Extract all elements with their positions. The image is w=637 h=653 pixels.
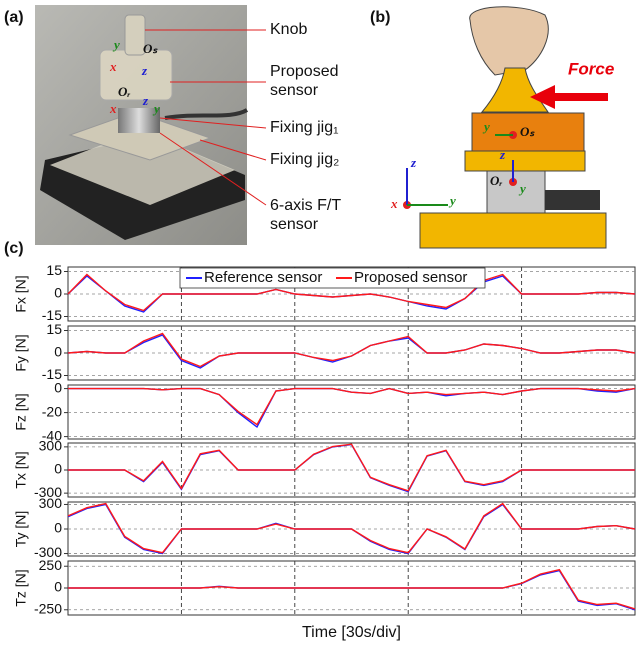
x-axis-label: Time [30s/div] — [302, 624, 401, 641]
panel-label: (c) — [4, 240, 24, 257]
frame-label: y — [518, 181, 526, 196]
legend-label: Proposed sensor — [354, 269, 467, 286]
y-tick-label: -20 — [42, 403, 62, 419]
y-tick-label: 15 — [46, 321, 62, 337]
y-axis-label: Tx [N] — [13, 451, 29, 488]
frame-label: y — [152, 101, 160, 116]
frame-label: x — [109, 101, 117, 116]
force-label: Force — [568, 59, 614, 78]
figure: (a) Knob Proposed sensor Fixing jig₁ Fix… — [0, 0, 637, 648]
base — [420, 213, 606, 248]
callout: Knob — [270, 21, 307, 38]
frame-label: Oₛ — [143, 41, 158, 56]
y-tick-label: 0 — [54, 520, 62, 536]
frame-label: x — [109, 59, 117, 74]
frame-label: z — [142, 93, 149, 108]
frame-label: y — [482, 119, 490, 134]
jig — [465, 151, 585, 171]
callout: Fixing jig₂ — [270, 151, 339, 168]
y-axis-label: Fz [N] — [13, 393, 29, 430]
callout: Fixing jig₁ — [270, 119, 339, 136]
y-tick-label: 300 — [39, 438, 63, 454]
frame-label: Oₛ — [520, 124, 535, 139]
y-tick-label: 0 — [54, 461, 62, 477]
y-tick-label: 15 — [46, 262, 62, 278]
frame-label: z — [499, 147, 506, 162]
callout: Proposed — [270, 63, 339, 80]
frame-label: y — [112, 37, 120, 52]
knob — [482, 68, 548, 112]
panel-a: (a) Knob Proposed sensor Fixing jig₁ Fix… — [4, 5, 341, 245]
y-tick-label: 0 — [54, 379, 62, 395]
frame-label: x — [390, 196, 398, 211]
connector — [545, 190, 600, 210]
panel-label: (a) — [4, 9, 24, 26]
frame-label: z — [141, 63, 148, 78]
y-tick-label: -250 — [34, 600, 62, 616]
panel-label: (b) — [370, 9, 390, 26]
y-tick-label: 250 — [39, 557, 63, 573]
callout: sensor — [270, 82, 319, 99]
y-tick-label: 300 — [39, 495, 63, 511]
y-tick-label: 0 — [54, 344, 62, 360]
frame-label: y — [448, 193, 456, 208]
y-axis-label: Fx [N] — [13, 275, 29, 312]
frame-label: z — [410, 155, 417, 170]
y-tick-label: 0 — [54, 285, 62, 301]
panel-b: (b) Force y Oₛ z Oᵣ y z x y — [370, 7, 614, 248]
y-axis-label: Ty [N] — [13, 511, 29, 548]
y-axis-label: Fy [N] — [13, 334, 29, 371]
frame-label: Oᵣ — [118, 84, 130, 99]
y-tick-label: 0 — [54, 579, 62, 595]
y-axis-label: Tz [N] — [13, 569, 29, 606]
legend-label: Reference sensor — [204, 269, 322, 286]
plot-frame — [68, 385, 635, 439]
frame-label: Oᵣ — [490, 173, 502, 188]
callout: 6-axis F/T — [270, 197, 341, 214]
hand — [470, 7, 549, 75]
callout: sensor — [270, 216, 319, 233]
